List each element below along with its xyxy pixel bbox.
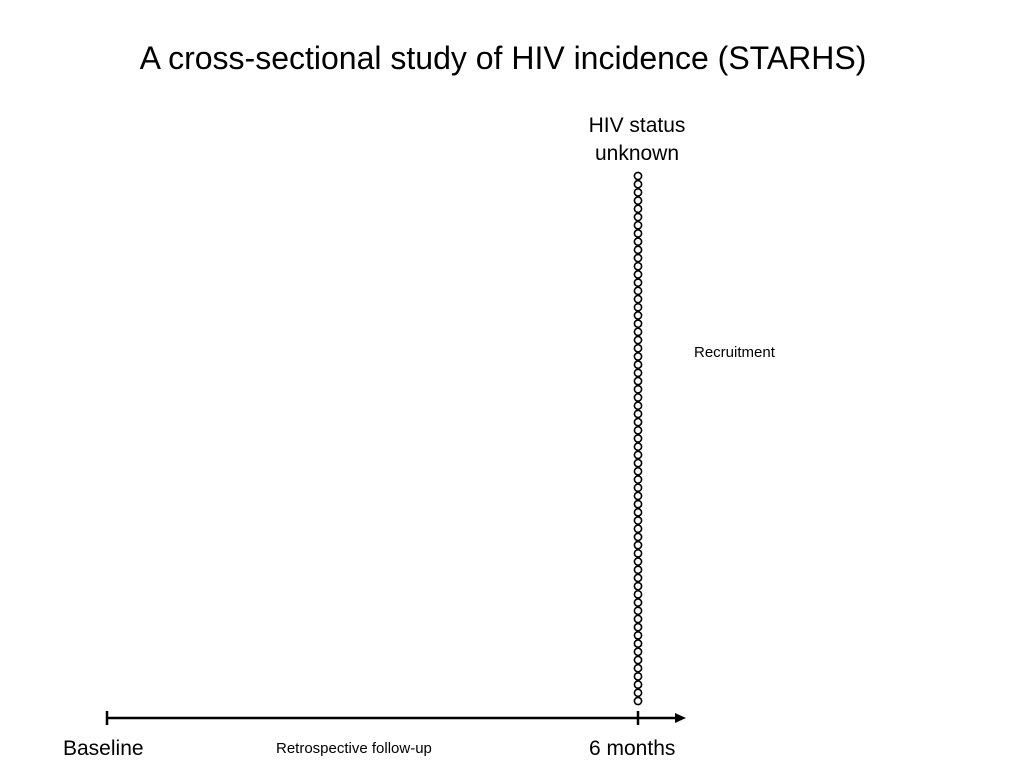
participant-circle bbox=[633, 696, 643, 706]
participant-circle bbox=[633, 622, 643, 632]
participant-circle bbox=[633, 278, 643, 288]
participant-circle bbox=[633, 311, 643, 320]
participant-circle bbox=[633, 319, 643, 329]
participant-circle bbox=[633, 507, 643, 517]
participant-circle bbox=[633, 499, 643, 509]
participant-circle bbox=[633, 655, 643, 665]
participant-circle bbox=[633, 425, 643, 435]
participant-circle bbox=[633, 335, 643, 345]
participant-circle bbox=[633, 663, 643, 673]
participant-circle bbox=[633, 581, 643, 591]
participant-circle bbox=[633, 212, 643, 222]
participant-circle bbox=[633, 647, 643, 657]
participant-circle bbox=[633, 409, 643, 419]
participant-circle bbox=[633, 589, 643, 599]
participant-circle bbox=[633, 171, 643, 181]
participant-circle bbox=[633, 204, 643, 214]
participant-circle bbox=[633, 483, 643, 493]
participant-circle bbox=[633, 368, 643, 378]
participant-circle bbox=[633, 417, 643, 427]
participant-circle bbox=[633, 229, 643, 238]
participant-circle bbox=[633, 302, 643, 312]
participant-circle bbox=[633, 270, 643, 279]
participant-circle bbox=[633, 442, 643, 452]
participant-circle bbox=[633, 401, 643, 411]
participant-circle bbox=[633, 680, 643, 689]
participant-circle bbox=[633, 360, 643, 370]
six-months-label: 6 months bbox=[589, 737, 676, 760]
participant-circle bbox=[633, 294, 643, 304]
participant-circle bbox=[633, 540, 643, 550]
participant-circle bbox=[633, 188, 643, 197]
participant-circle bbox=[633, 565, 643, 575]
participant-circle bbox=[633, 245, 643, 255]
participant-column bbox=[633, 171, 643, 706]
participant-circle bbox=[633, 352, 643, 361]
participant-circle bbox=[633, 327, 643, 337]
participant-circle bbox=[633, 688, 643, 698]
participant-circle bbox=[633, 598, 643, 607]
participant-circle bbox=[633, 573, 643, 583]
timeline-arrowhead bbox=[675, 713, 686, 723]
participant-circle bbox=[633, 524, 643, 534]
participant-circle bbox=[633, 458, 643, 468]
retrospective-follow-up-label: Retrospective follow-up bbox=[276, 740, 432, 757]
participant-circle bbox=[633, 434, 643, 443]
participant-circle bbox=[633, 630, 643, 640]
participant-circle bbox=[633, 606, 643, 616]
participant-circle bbox=[633, 261, 643, 271]
hiv-status-label-line2: unknown bbox=[594, 142, 680, 165]
participant-circle bbox=[633, 393, 643, 402]
participant-circle bbox=[633, 450, 643, 460]
participant-circle bbox=[633, 548, 643, 558]
participant-circle bbox=[633, 237, 643, 247]
participant-circle bbox=[633, 532, 643, 542]
participant-circle bbox=[633, 491, 643, 501]
participant-circle bbox=[633, 557, 643, 566]
participant-circle bbox=[633, 466, 643, 476]
participant-circle bbox=[633, 376, 643, 386]
participant-circle bbox=[633, 384, 643, 394]
hiv-status-label-line1: HIV status bbox=[588, 114, 686, 137]
participant-circle bbox=[633, 671, 643, 681]
participant-circle bbox=[633, 286, 643, 296]
participant-circle bbox=[633, 516, 643, 525]
participant-circle bbox=[633, 475, 643, 484]
participant-circle bbox=[633, 179, 643, 189]
participant-circle bbox=[633, 220, 643, 230]
participant-circle bbox=[633, 639, 643, 648]
recruitment-label: Recruitment bbox=[694, 344, 775, 361]
participant-circle bbox=[633, 343, 643, 353]
slide-title: A cross-sectional study of HIV incidence… bbox=[139, 40, 867, 76]
participant-circle bbox=[633, 196, 643, 206]
participant-circle bbox=[633, 614, 643, 624]
hiv-status-label: HIV status unknown bbox=[557, 112, 717, 168]
baseline-label: Baseline bbox=[63, 737, 144, 760]
participant-circle bbox=[633, 253, 643, 263]
